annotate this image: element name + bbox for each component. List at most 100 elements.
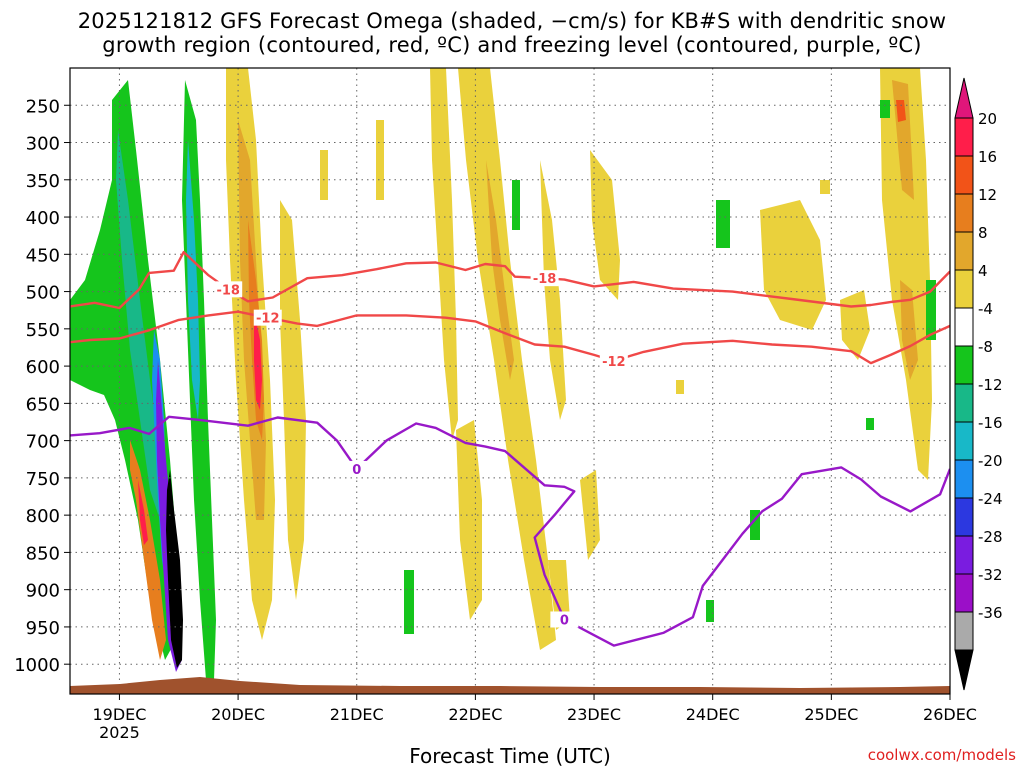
- contour-label: 0: [560, 613, 569, 628]
- y-tick-label: 500: [26, 283, 60, 304]
- colorbar-label: -16: [978, 414, 1003, 432]
- y-tick-label: 550: [26, 320, 60, 341]
- contour-label-bg: [214, 281, 243, 298]
- colorbar-swatch: [954, 193, 974, 233]
- x-tick-label: 24DEC: [686, 705, 740, 724]
- shade-yellow-col-h: [880, 68, 932, 480]
- shade-yellow-col-k: [580, 470, 600, 560]
- colorbar-swatch: [954, 535, 974, 575]
- contour-line--12: [70, 310, 950, 365]
- colorbar-label: 16: [978, 148, 997, 166]
- chart-title-line-2: growth region (contoured, red, ºC) and f…: [102, 33, 922, 57]
- y-tick-label: 800: [26, 506, 60, 527]
- shade-yellow-col-a: [280, 200, 306, 600]
- shade-teal-region-2: [186, 140, 200, 420]
- colorbar-label: 12: [978, 186, 997, 204]
- colorbar-swatch: [954, 459, 974, 499]
- colorbar: 20 16 12 8 4 -4 -8 -12 -16 -20 -24 -28 -32 -36: [954, 77, 1003, 691]
- y-tick-label: 300: [26, 134, 60, 155]
- colorbar-swatch: [954, 383, 974, 423]
- colorbar-swatch: [954, 497, 974, 537]
- y-tick-label: 350: [26, 171, 60, 192]
- contour-label-bg: [342, 460, 371, 477]
- shade-yellow-patch-1: [820, 180, 830, 194]
- colorbar-label: -32: [978, 566, 1003, 584]
- shade-yellow-col-f: [760, 200, 826, 330]
- contour-lines: -18 -18 -12 -12 0 0: [70, 250, 950, 647]
- shade-green-region: [70, 80, 178, 660]
- colorbar-label: -28: [978, 528, 1003, 546]
- x-tick-label: 26DEC: [923, 705, 977, 724]
- omega-shading: [70, 68, 936, 680]
- contour-label-bg: [599, 352, 628, 369]
- shade-yellow-patch-2: [676, 380, 684, 394]
- y-tick-label: 250: [26, 96, 60, 117]
- colorbar-label: 4: [978, 262, 988, 280]
- y-tick-label: 850: [26, 543, 60, 564]
- colorbar-label: -36: [978, 604, 1003, 622]
- contour-label-bg: [550, 611, 579, 628]
- x-tick-label: 19DEC: [92, 705, 146, 724]
- colorbar-label: -24: [978, 490, 1003, 508]
- colorbar-label: -4: [978, 300, 993, 318]
- shade-green-patch-2: [880, 100, 890, 118]
- x-tick-label: 21DEC: [330, 705, 384, 724]
- colorbar-swatch: [954, 117, 974, 157]
- plot-frame: [69, 67, 951, 695]
- contour-label: -18: [216, 283, 240, 298]
- y-tick-label: 750: [26, 469, 60, 490]
- gridlines: [70, 68, 951, 694]
- x-tick-label: 23DEC: [567, 705, 621, 724]
- contour-label: -18: [533, 272, 557, 287]
- y-tick-label: 950: [26, 618, 60, 639]
- shade-green-patch-7: [512, 180, 520, 230]
- shade-red-low: [138, 480, 148, 545]
- shade-black-core: [166, 470, 183, 668]
- shade-yellow-patch-4: [376, 120, 384, 200]
- y-tick-label: 450: [26, 245, 60, 266]
- shade-orange-col-h2: [900, 280, 918, 380]
- x-tick-label: 20DEC: [211, 705, 265, 724]
- x-tick-sublabel: 2025: [99, 723, 140, 742]
- colorbar-swatch: [954, 573, 974, 613]
- colorbar-bottom-arrow: [954, 649, 974, 691]
- shade-yellow-patch-3: [320, 150, 328, 200]
- shade-orange-col-c: [486, 160, 514, 380]
- shade-green-patch-4: [750, 510, 760, 540]
- contour-label: -12: [602, 355, 626, 370]
- colorbar-swatch: [954, 611, 974, 651]
- shade-yellow-col-d: [540, 160, 566, 420]
- terrain-ground: [70, 677, 950, 694]
- shade-green-patch-3: [926, 280, 936, 340]
- x-tick-label: 25DEC: [804, 705, 858, 724]
- colorbar-label: 8: [978, 224, 988, 242]
- colorbar-swatch: [954, 155, 974, 195]
- contour-line-0: [70, 415, 950, 647]
- shade-yellow-col-e: [590, 150, 620, 300]
- shade-red-col: [254, 310, 262, 410]
- chart-title-line-1: 2025121812 GFS Forecast Omega (shaded, −…: [77, 9, 947, 33]
- colorbar-label: -8: [978, 338, 993, 356]
- shade-teal-region: [116, 130, 162, 520]
- y-tick-label: 400: [26, 208, 60, 229]
- y-tick-label: 600: [26, 357, 60, 378]
- contour-label-bg: [530, 270, 559, 287]
- colorbar-swatch: [954, 421, 974, 461]
- x-axis-label: Forecast Time (UTC): [409, 744, 611, 768]
- colorbar-top-arrow: [954, 77, 974, 119]
- shade-green-patch-6: [706, 600, 714, 622]
- shade-green-patch-1: [716, 200, 730, 248]
- shade-green-patch-5: [404, 570, 414, 634]
- y-tick-label: 900: [26, 581, 60, 602]
- contour-label: -12: [256, 312, 280, 327]
- colorbar-swatch: [954, 231, 974, 271]
- y-tick-label: 650: [26, 394, 60, 415]
- y-tick-label: 1000: [14, 655, 60, 676]
- contour-label: 0: [352, 463, 361, 478]
- contour-label-bg: [253, 309, 282, 326]
- colorbar-label: 20: [978, 110, 997, 128]
- x-axis: 19DEC 20DEC 21DEC 22DEC 23DEC 24DEC 25DEC 26DEC…: [92, 694, 977, 742]
- y-tick-label: 700: [26, 432, 60, 453]
